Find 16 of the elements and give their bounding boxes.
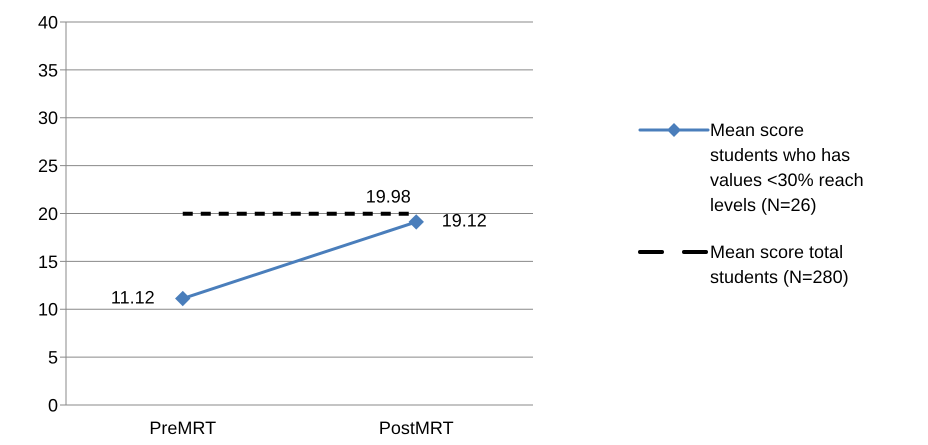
y-tick-label: 40 (38, 12, 58, 32)
y-tick-label: 30 (38, 108, 58, 128)
data-label: 19.12 (442, 210, 487, 231)
y-tick-label: 25 (38, 156, 58, 176)
y-tick-label: 10 (38, 300, 58, 320)
legend-label: Mean score students who has values <30% reach levels (N=26) (710, 119, 865, 217)
legend-label: Mean score total students (N=280) (710, 241, 850, 289)
x-tick-label: PreMRT (149, 418, 216, 438)
y-tick-label: 0 (48, 395, 58, 416)
data-label: 19.98 (366, 186, 411, 206)
y-tick-label: 15 (38, 252, 58, 272)
y-tick-label: 5 (48, 348, 58, 368)
data-label: 11.12 (110, 287, 155, 308)
x-tick-label: PostMRT (378, 418, 454, 438)
y-tick-label: 20 (38, 204, 58, 224)
y-tick-label: 35 (38, 60, 58, 80)
